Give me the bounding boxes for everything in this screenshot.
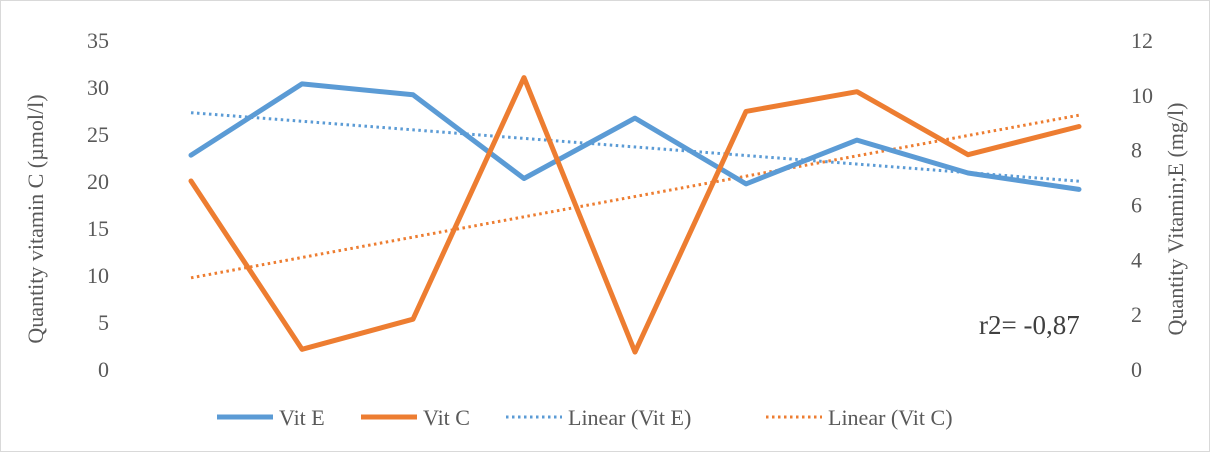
series-line-linear-vit-e bbox=[190, 111, 1080, 183]
left-tick-label: 0 bbox=[98, 357, 109, 382]
right-axis-ticks: 0 2 4 6 8 10 12 bbox=[1131, 28, 1153, 382]
series-line-linear-vit-c bbox=[190, 113, 1080, 280]
legend-label: Vit E bbox=[279, 405, 325, 430]
right-tick-label: 12 bbox=[1131, 28, 1153, 53]
right-tick-label: 2 bbox=[1131, 302, 1142, 327]
left-axis-title: Quantity vitamin C (µmol/l) bbox=[23, 94, 48, 343]
right-tick-label: 0 bbox=[1131, 357, 1142, 382]
left-tick-label: 25 bbox=[87, 122, 109, 147]
right-tick-label: 10 bbox=[1131, 83, 1153, 108]
left-tick-label: 35 bbox=[87, 28, 109, 53]
legend-label: Linear (Vit C) bbox=[828, 405, 953, 430]
right-tick-label: 6 bbox=[1131, 193, 1142, 218]
left-tick-label: 30 bbox=[87, 75, 109, 100]
left-tick-label: 20 bbox=[87, 169, 109, 194]
left-tick-label: 15 bbox=[87, 216, 109, 241]
legend-label: Linear (Vit E) bbox=[568, 405, 691, 430]
right-axis-title: Quantity Vitamin;E (mg/l) bbox=[1163, 103, 1188, 336]
legend-label: Vit C bbox=[423, 405, 470, 430]
series-layer bbox=[188, 75, 1082, 355]
series-line-vit-c bbox=[188, 75, 1082, 355]
right-tick-label: 8 bbox=[1131, 138, 1142, 163]
series-line-vit-e bbox=[188, 81, 1082, 192]
r2-annotation: r2= -0,87 bbox=[979, 310, 1080, 340]
left-tick-label: 10 bbox=[87, 263, 109, 288]
left-axis-ticks: 0 5 10 15 20 25 30 35 bbox=[87, 28, 109, 382]
right-tick-label: 4 bbox=[1131, 247, 1142, 272]
legend: Vit E Vit C Linear (Vit E) Linear (Vit C) bbox=[217, 405, 953, 430]
left-tick-label: 5 bbox=[98, 310, 109, 335]
